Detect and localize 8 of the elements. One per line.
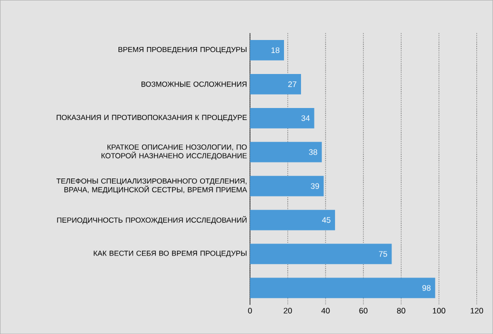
bar xyxy=(250,278,436,298)
bar xyxy=(250,176,324,196)
bar xyxy=(250,142,322,162)
bar xyxy=(250,74,302,94)
bar xyxy=(250,244,392,264)
bar xyxy=(250,108,314,128)
bar xyxy=(250,210,336,230)
bar xyxy=(250,40,284,60)
